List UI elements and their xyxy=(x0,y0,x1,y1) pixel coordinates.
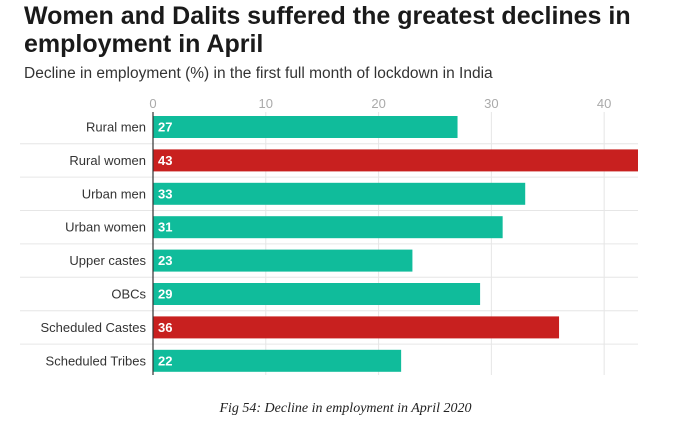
chart-subtitle: Decline in employment (%) in the first f… xyxy=(24,65,493,82)
chart-title: Women and Dalits suffered the greatest d… xyxy=(24,2,631,58)
bar xyxy=(153,316,560,339)
bar-value-label: 33 xyxy=(158,186,172,201)
category-label: Rural men xyxy=(86,120,146,135)
bar-value-label: 29 xyxy=(158,287,172,302)
bar-value-label: 43 xyxy=(158,153,172,168)
bar-value-label: 23 xyxy=(158,253,172,268)
figure-caption: Fig 54: Decline in employment in April 2… xyxy=(219,401,472,416)
x-tick-label: 0 xyxy=(149,96,156,111)
bar-value-label: 36 xyxy=(158,320,172,335)
category-label: Scheduled Tribes xyxy=(46,353,147,368)
category-label: Urban women xyxy=(65,220,146,235)
bar xyxy=(153,182,526,205)
x-tick-label: 40 xyxy=(597,96,611,111)
bar xyxy=(153,283,481,305)
x-tick-label: 20 xyxy=(371,96,385,111)
category-label: Scheduled Castes xyxy=(40,320,146,335)
x-tick-label: 30 xyxy=(484,96,498,111)
bar xyxy=(153,116,458,138)
category-label: OBCs xyxy=(111,287,146,302)
bar xyxy=(153,349,402,372)
bar-chart: 0 10 20 30 40 27 Rural men 43 Rural women 33 Urban… xyxy=(20,96,638,375)
category-label: Rural women xyxy=(69,153,146,168)
bar xyxy=(153,216,503,239)
bar xyxy=(153,149,638,172)
bar xyxy=(153,249,413,272)
bar-value-label: 27 xyxy=(158,120,172,135)
bar-value-label: 22 xyxy=(158,353,172,368)
x-tick-label: 10 xyxy=(259,96,273,111)
category-label: Urban men xyxy=(82,186,146,201)
bar-value-label: 31 xyxy=(158,220,172,235)
category-label: Upper castes xyxy=(69,253,146,268)
